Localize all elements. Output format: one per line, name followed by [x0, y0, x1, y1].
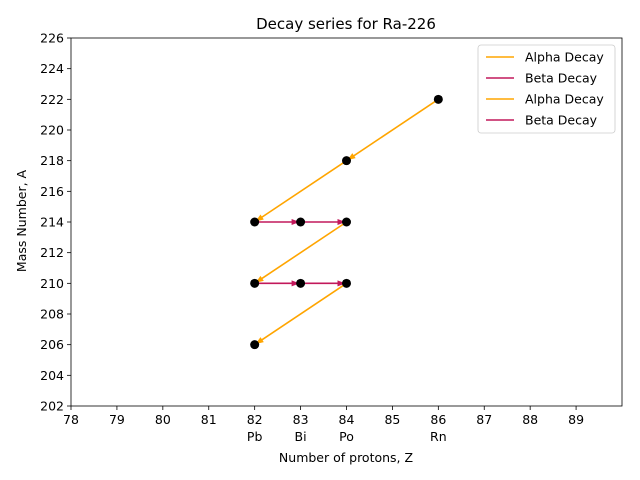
alpha-decay-arrow [254, 160, 347, 223]
y-tick-label: 206 [40, 337, 64, 352]
y-tick-label: 218 [40, 153, 64, 168]
y-tick-label: 220 [40, 123, 64, 138]
x-axis-label: Number of protons, Z [279, 450, 413, 465]
alpha-decay-arrow [346, 98, 439, 162]
chart-title: Decay series for Ra-226 [256, 15, 436, 33]
legend-entry: Alpha Decay [525, 92, 604, 107]
element-label: Po [339, 429, 354, 444]
nuclide-point [250, 217, 260, 227]
x-tick-label: 86 [430, 412, 446, 427]
y-tick-label: 216 [40, 184, 64, 199]
legend-entry: Beta Decay [525, 71, 598, 86]
x-tick-label: 85 [384, 412, 400, 427]
y-tick-label: 208 [40, 307, 64, 322]
beta-decay-arrow-head [291, 219, 300, 225]
nuclide-point [433, 94, 443, 104]
nuclide-point [342, 156, 351, 166]
legend-entry: Beta Decay [525, 113, 598, 128]
y-tick-label: 214 [40, 215, 64, 230]
x-tick-label: 78 [63, 412, 79, 427]
beta-decay-arrow-head [291, 280, 300, 287]
nuclide-point [342, 278, 351, 288]
legend-entry: Alpha Decay [525, 50, 604, 65]
x-tick-label: 82 [247, 412, 263, 427]
alpha-decay-arrow [254, 221, 347, 284]
beta-decay-arrow-head [337, 280, 346, 287]
element-label: Rn [430, 429, 447, 444]
nuclide-point [250, 278, 260, 288]
element-label: Pb [247, 429, 263, 444]
y-tick-label: 224 [40, 61, 64, 76]
x-tick-label: 79 [109, 412, 125, 427]
x-tick-label: 81 [201, 412, 217, 427]
alpha-decay-arrow [254, 282, 347, 346]
x-tick-label: 88 [522, 412, 538, 427]
y-tick-label: 204 [40, 368, 64, 383]
y-axis-label: Mass Number, A [14, 169, 29, 272]
y-tick-label: 226 [40, 31, 64, 46]
legend: Alpha Decay Beta Decay Alpha Decay Beta Dec… [477, 44, 616, 134]
y-tick-label: 222 [40, 92, 64, 107]
beta-decay-arrow-head [337, 219, 346, 225]
element-label: Bi [295, 429, 307, 444]
y-tick-label: 202 [40, 399, 64, 414]
x-tick-label: 89 [568, 412, 584, 427]
axes-frame [70, 37, 623, 407]
x-tick-label: 83 [293, 412, 309, 427]
x-tick-label: 80 [155, 412, 171, 427]
y-tick-label: 212 [40, 245, 64, 260]
nuclide-point [296, 278, 306, 288]
nuclide-point [342, 217, 351, 227]
nuclide-point [296, 217, 306, 227]
x-tick-label: 84 [339, 412, 355, 427]
y-tick-label: 210 [40, 276, 64, 291]
x-tick-label: 87 [476, 412, 492, 427]
legend-box [477, 44, 616, 134]
nuclide-point [250, 340, 260, 350]
plot-area: 78 79 80 81 82 83 84 85 86 87 88 89 Pb Bi Po Rn 202 204 20… [40, 31, 623, 444]
